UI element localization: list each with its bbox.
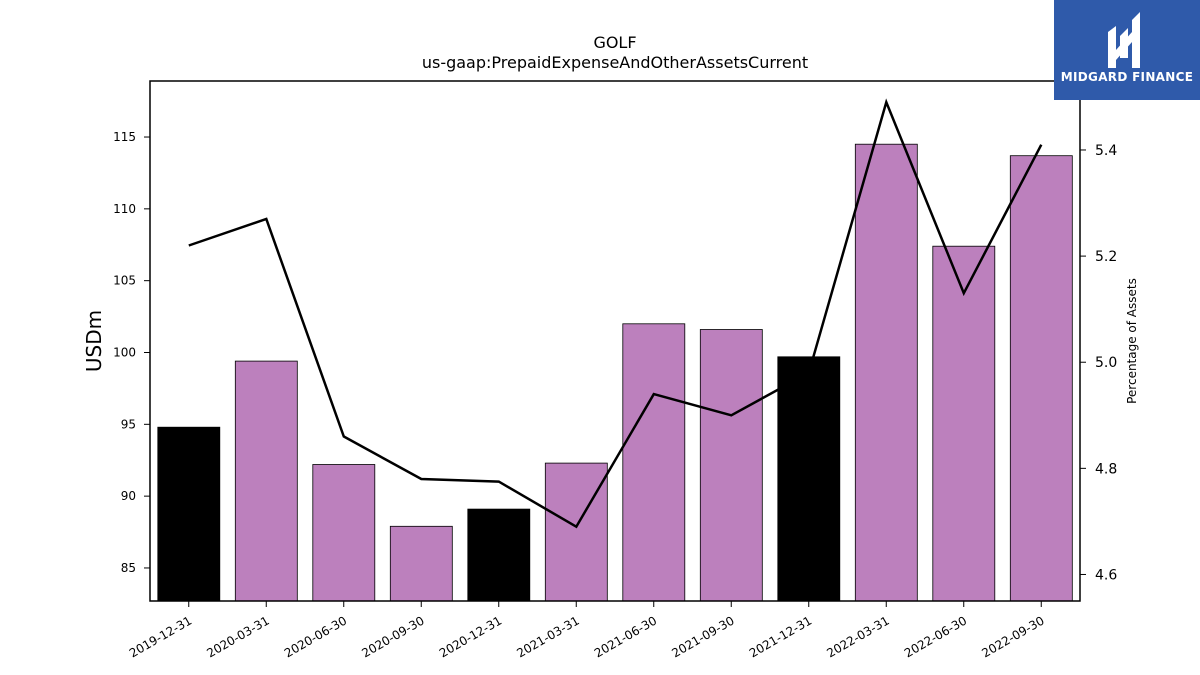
x-tick-label: 2020-03-31 xyxy=(204,613,271,660)
x-tick-label: 2021-12-31 xyxy=(747,613,814,660)
bar-2021-09-30 xyxy=(699,329,763,602)
x-tick-label: 2022-09-30 xyxy=(979,613,1046,660)
bar-2019-12-31 xyxy=(157,426,221,602)
x-tick-label: 2020-09-30 xyxy=(359,613,426,660)
x-tick-label: 2021-03-31 xyxy=(514,613,581,660)
logo-text: MIDGARD FINANCE xyxy=(1060,70,1194,84)
y-tick-label: 105 xyxy=(113,274,136,288)
x-tick-label: 2022-03-31 xyxy=(824,613,891,660)
bar-2022-03-31 xyxy=(854,143,918,602)
y2-tick-label: 5.4 xyxy=(1095,143,1117,159)
y2-tick-label: 5.2 xyxy=(1095,249,1117,265)
x-tick-label: 2020-12-31 xyxy=(437,613,504,660)
y2-tick-label: 4.8 xyxy=(1095,461,1117,477)
bar-2021-06-30 xyxy=(622,323,686,602)
plot-frame xyxy=(149,80,1081,602)
logo-mark-icon xyxy=(1108,12,1140,68)
bar-2020-06-30 xyxy=(312,464,376,602)
y2-tick-label: 5.0 xyxy=(1095,355,1117,371)
bar-2020-09-30 xyxy=(389,525,453,602)
y-tick-label: 85 xyxy=(121,561,136,575)
y2-tick-label: 4.6 xyxy=(1095,567,1117,583)
chart-subtitle: us-gaap:PrepaidExpenseAndOtherAssetsCurr… xyxy=(422,53,808,72)
percentage-of-assets-line xyxy=(188,98,1043,529)
x-tick-label: 2021-06-30 xyxy=(592,613,659,660)
y2-axis-label: Percentage of Assets xyxy=(1125,278,1139,404)
x-tick-label: 2019-12-31 xyxy=(127,613,194,660)
y-tick-label: 100 xyxy=(113,345,136,359)
x-tick-label: 2020-06-30 xyxy=(282,613,349,660)
y-tick-label: 95 xyxy=(121,417,136,431)
bar-2021-03-31 xyxy=(544,462,608,602)
bar-2022-09-30 xyxy=(1009,155,1073,602)
bar-2020-12-31 xyxy=(467,508,531,602)
x-tick-label: 2021-09-30 xyxy=(669,613,736,660)
bar-2020-03-31 xyxy=(234,360,298,602)
x-tick-label: 2022-06-30 xyxy=(902,613,969,660)
midgard-finance-logo: MIDGARD FINANCE xyxy=(1054,0,1200,100)
bar-2022-06-30 xyxy=(932,245,996,602)
y-axis-label: USDm xyxy=(82,310,106,372)
y-tick-label: 90 xyxy=(121,489,136,503)
y-tick-label: 110 xyxy=(113,202,136,216)
chart-title: GOLF xyxy=(593,33,636,52)
bar-2021-12-31 xyxy=(777,356,841,602)
y-tick-label: 115 xyxy=(113,130,136,144)
